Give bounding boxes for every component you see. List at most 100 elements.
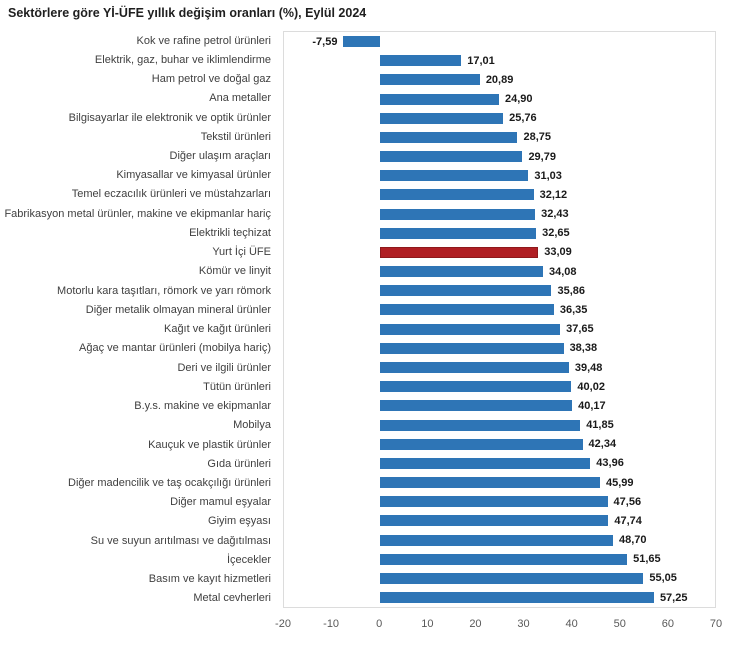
category-label: Su ve suyun arıtılması ve dağıtılması: [90, 534, 271, 547]
bar-row: 29,79: [284, 147, 715, 166]
bar-row: 47,56: [284, 492, 715, 511]
category-label: Fabrikasyon metal ürünler, makine ve eki…: [4, 207, 271, 220]
value-label: 39,48: [574, 361, 603, 374]
x-tick-label: 10: [421, 618, 434, 630]
bar: [379, 323, 561, 335]
value-label: 55,05: [649, 572, 677, 585]
x-tick-label: 40: [565, 618, 578, 630]
bar-row: 43,96: [284, 454, 715, 473]
bar-row: 47,74: [284, 511, 715, 530]
category-label: Yurt İçi ÜFE: [212, 246, 271, 259]
category-label: Motorlu kara taşıtları, römork ve yarı r…: [57, 284, 271, 297]
category-label: Gıda ürünleri: [207, 457, 271, 470]
bar-row: 36,35: [284, 300, 715, 319]
bar: [379, 131, 518, 143]
category-label: Kok ve rafine petrol ürünleri: [136, 34, 271, 47]
bar: [379, 477, 600, 489]
bar: [379, 496, 608, 508]
bar: [379, 438, 583, 450]
category-label: Ham petrol ve doğal gaz: [151, 73, 271, 86]
bar-row: 39,48: [284, 358, 715, 377]
category-label: Diğer metalik olmayan mineral ürünler: [85, 303, 271, 316]
bar: [379, 170, 529, 182]
category-label: Diğer madencilik ve taş ocakçılığı ürünl…: [68, 477, 271, 489]
value-label: 48,70: [618, 534, 647, 547]
x-axis: -20 -10 0 10 20 30 40 50 60 70: [0, 618, 750, 638]
bar-row: 38,38: [284, 339, 715, 358]
bar-row: 32,43: [284, 205, 715, 224]
value-label: 38,38: [569, 342, 598, 355]
x-tick-label: 50: [613, 618, 626, 630]
category-label: Tütün ürünleri: [203, 380, 271, 393]
bar: [343, 36, 380, 48]
category-axis: Kok ve rafine petrol ürünleri Elektrik, g…: [0, 31, 277, 608]
bar-row: 42,34: [284, 435, 715, 454]
category-label: Elektrikli teçhizat: [189, 226, 271, 239]
category-label: Temel eczacılık ürünleri ve müstahzarlar…: [71, 188, 271, 201]
value-label: 47,56: [613, 495, 642, 508]
bar: [379, 381, 572, 393]
value-label: 31,03: [534, 169, 562, 182]
value-label: 47,74: [614, 514, 642, 527]
bar: [379, 93, 499, 105]
bar-row: 55,05: [284, 569, 715, 588]
bar-row: 51,65: [284, 550, 715, 569]
bar-row: 37,65: [284, 320, 715, 339]
value-label: 45,99: [606, 476, 634, 489]
bar-row: 35,86: [284, 281, 715, 300]
category-label: İçecekler: [226, 553, 271, 566]
bar: [379, 342, 564, 354]
bar-row: 17,01: [284, 51, 715, 70]
category-label: Kağıt ve kağıt ürünleri: [163, 323, 271, 336]
bar: [379, 553, 628, 565]
x-tick-label: 20: [469, 618, 482, 630]
bar-row: 40,02: [284, 377, 715, 396]
bar-row: 34,08: [284, 262, 715, 281]
value-label: 17,01: [467, 54, 495, 67]
category-label: Kömür ve linyit: [198, 265, 271, 278]
category-label: B.y.s. makine ve ekipmanlar: [134, 400, 271, 413]
bar-row: 28,75: [284, 128, 715, 147]
category-label: Giyim eşyası: [208, 515, 271, 528]
value-label: 28,75: [523, 131, 551, 144]
category-label: Kimyasallar ve kimyasal ürünler: [116, 169, 271, 182]
bar: [379, 515, 609, 527]
x-tick-label: -20: [275, 618, 291, 630]
highlight-bar: [379, 246, 539, 258]
category-label: Mobilya: [233, 419, 271, 432]
bar-row: 45,99: [284, 473, 715, 492]
bar: [379, 362, 569, 373]
value-label: 33,09: [544, 246, 572, 259]
category-label: Deri ve ilgili ürünler: [177, 361, 271, 374]
bar: [379, 572, 644, 584]
category-label: Metal cevherleri: [193, 592, 271, 605]
value-label: 51,65: [633, 553, 661, 566]
value-label: 20,89: [485, 73, 514, 86]
bar-row: 40,17: [284, 396, 715, 415]
value-label: 40,02: [577, 380, 605, 393]
bar: [379, 304, 554, 316]
value-label: 32,12: [539, 188, 568, 201]
value-label: 57,25: [659, 591, 688, 604]
bar: [379, 592, 654, 604]
bar-row: 32,65: [284, 224, 715, 243]
value-label: 36,35: [559, 303, 588, 316]
value-label: 35,86: [557, 284, 586, 297]
plot-area: -7,59 17,01 20,89 24,90 25,76 28,75 29,79 31,03…: [283, 31, 716, 608]
category-label: Elektrik, gaz, buhar ve iklimlendirme: [94, 53, 271, 66]
x-tick-label: 60: [661, 618, 674, 630]
bar-row: 25,76: [284, 109, 715, 128]
bar: [379, 400, 573, 412]
value-label: 25,76: [509, 112, 537, 125]
bar: [379, 208, 536, 220]
category-label: Ağaç ve mantar ürünleri (mobilya hariç): [79, 342, 271, 355]
category-label: Diğer ulaşım araçları: [169, 150, 271, 163]
bar-row: -7,59: [284, 32, 715, 51]
x-tick-label: 0: [376, 618, 383, 630]
bar-row: 31,03: [284, 166, 715, 185]
value-label: 29,79: [528, 150, 556, 163]
x-tick-label: 70: [709, 618, 723, 630]
bar-row: 33,09: [284, 243, 715, 262]
bar: [379, 534, 613, 546]
x-tick-label: -10: [323, 618, 340, 630]
